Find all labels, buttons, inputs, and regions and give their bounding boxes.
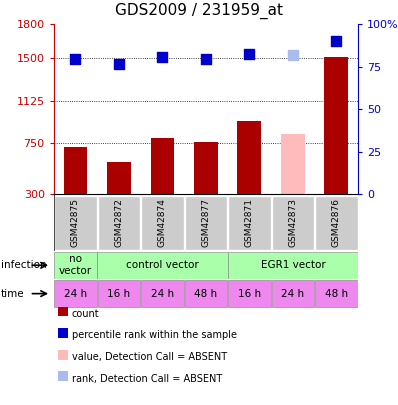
Bar: [54, 196, 97, 250]
Text: 48 h: 48 h: [325, 289, 348, 298]
Text: GSM42876: GSM42876: [332, 198, 341, 247]
Point: [290, 52, 296, 58]
Text: GSM42874: GSM42874: [158, 198, 167, 247]
Bar: [272, 280, 314, 307]
Text: GSM42877: GSM42877: [201, 198, 211, 247]
Bar: [185, 280, 227, 307]
Text: value, Detection Call = ABSENT: value, Detection Call = ABSENT: [72, 352, 227, 362]
Text: 24 h: 24 h: [64, 289, 87, 298]
Text: control vector: control vector: [126, 260, 199, 270]
Bar: [54, 252, 97, 279]
Point: [246, 51, 253, 57]
Bar: [228, 196, 271, 250]
Text: infection: infection: [1, 260, 47, 270]
Bar: [98, 280, 140, 307]
Bar: [324, 57, 348, 194]
Bar: [228, 280, 271, 307]
Bar: [107, 162, 131, 194]
Text: rank, Detection Call = ABSENT: rank, Detection Call = ABSENT: [72, 374, 222, 384]
Bar: [281, 134, 305, 194]
Text: 16 h: 16 h: [107, 289, 131, 298]
Text: GSM42875: GSM42875: [71, 198, 80, 247]
Point: [333, 38, 339, 45]
Text: percentile rank within the sample: percentile rank within the sample: [72, 330, 237, 341]
Text: EGR1 vector: EGR1 vector: [261, 260, 325, 270]
Text: GDS2009 / 231959_at: GDS2009 / 231959_at: [115, 3, 283, 19]
Bar: [64, 147, 88, 194]
Bar: [141, 196, 184, 250]
Text: no
vector: no vector: [59, 254, 92, 276]
Text: 24 h: 24 h: [281, 289, 304, 298]
Bar: [98, 196, 140, 250]
Text: 16 h: 16 h: [238, 289, 261, 298]
Text: GSM42873: GSM42873: [289, 198, 297, 247]
Text: 24 h: 24 h: [151, 289, 174, 298]
Point: [159, 54, 166, 60]
Bar: [97, 252, 228, 279]
Point: [72, 56, 79, 63]
Text: 48 h: 48 h: [194, 289, 218, 298]
Text: GSM42872: GSM42872: [115, 198, 123, 247]
Bar: [315, 196, 358, 250]
Text: time: time: [1, 289, 24, 298]
Bar: [315, 280, 358, 307]
Bar: [194, 142, 218, 194]
Text: GSM42871: GSM42871: [245, 198, 254, 247]
Bar: [228, 252, 358, 279]
Bar: [185, 196, 227, 250]
Bar: [238, 121, 261, 194]
Bar: [141, 280, 184, 307]
Point: [116, 61, 122, 67]
Point: [203, 55, 209, 62]
Bar: [54, 280, 97, 307]
Text: count: count: [72, 309, 99, 319]
Bar: [272, 196, 314, 250]
Bar: [150, 138, 174, 194]
